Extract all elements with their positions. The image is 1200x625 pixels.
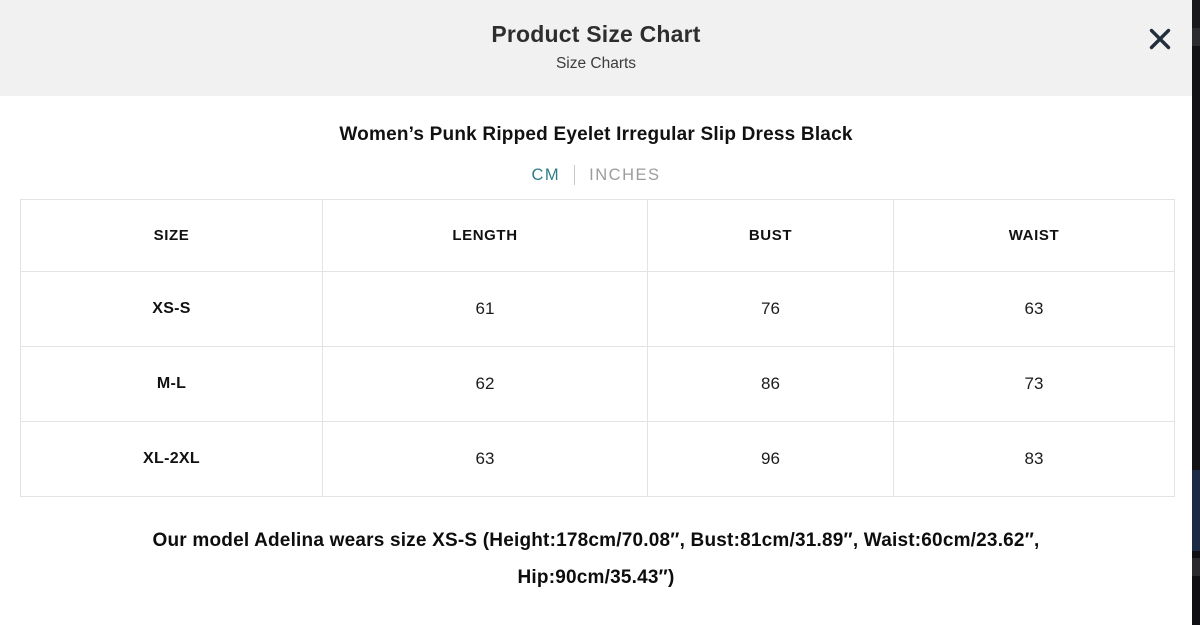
bust-value: 76	[647, 271, 894, 347]
bust-value: 96	[647, 421, 894, 497]
unit-toggle-divider	[574, 165, 576, 185]
column-header-bust: BUST	[647, 199, 894, 272]
waist-value: 63	[893, 271, 1175, 347]
size-label: XL-2XL	[20, 421, 323, 497]
length-value: 61	[322, 271, 648, 347]
waist-value: 83	[893, 421, 1175, 497]
size-label: XS-S	[20, 271, 323, 347]
table-header-row: SIZE LENGTH BUST WAIST	[20, 199, 1175, 272]
unit-toggle: CM INCHES	[0, 161, 1192, 189]
size-chart-table: SIZE LENGTH BUST WAIST XS-S 61 76 63 M-L	[20, 199, 1175, 497]
table-row: M-L 62 86 73	[20, 346, 1175, 422]
close-icon	[1149, 28, 1171, 50]
length-value: 62	[322, 346, 648, 422]
unit-option-cm[interactable]: CM	[531, 165, 561, 184]
bust-value: 86	[647, 346, 894, 422]
waist-value: 73	[893, 346, 1175, 422]
column-header-length: LENGTH	[322, 199, 648, 272]
unit-option-inches[interactable]: INCHES	[589, 165, 661, 184]
modal-subtitle: Size Charts	[555, 55, 637, 72]
length-value: 63	[322, 421, 648, 497]
modal-header: Product Size Chart Size Charts	[0, 0, 1192, 96]
size-label: M-L	[20, 346, 323, 422]
product-title: Women’s Punk Ripped Eyelet Irregular Sli…	[339, 124, 853, 145]
column-header-waist: WAIST	[893, 199, 1175, 272]
column-header-size: SIZE	[20, 199, 323, 272]
table-row: XS-S 61 76 63	[20, 271, 1175, 347]
model-note: Our model Adelina wears size XS-S (Heigh…	[152, 530, 1040, 588]
close-button[interactable]	[1146, 25, 1174, 53]
background-page-edge	[1192, 0, 1200, 625]
modal-body: Women’s Punk Ripped Eyelet Irregular Sli…	[0, 122, 1192, 596]
table-row: XL-2XL 63 96 83	[20, 421, 1175, 497]
modal-title: Product Size Chart	[491, 21, 701, 47]
